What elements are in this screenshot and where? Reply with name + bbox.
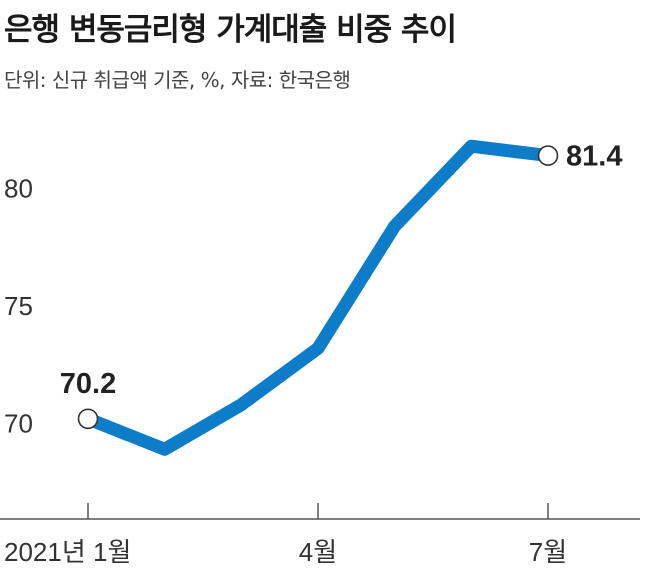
data-point-marker [537, 145, 559, 166]
y-tick-label: 70 [4, 409, 33, 439]
chart-title: 은행 변동금리형 가계대출 비중 추이 [4, 12, 457, 48]
x-tick-label: 2021년 1월 [4, 537, 131, 567]
x-axis-ticks: 2021년 1월 4월 7월 [4, 503, 567, 567]
data-markers [77, 145, 559, 430]
series-line [85, 139, 549, 456]
data-point-marker [77, 408, 99, 430]
y-axis-ticks: 70 75 80 [4, 174, 33, 439]
y-tick-label: 80 [4, 174, 33, 204]
y-tick-label: 75 [4, 291, 33, 321]
chart-subtitle: 단위: 신규 취급액 기준, %, 자료: 한국은행 [4, 68, 351, 92]
x-tick-label: 4월 [299, 537, 337, 567]
data-label: 70.2 [60, 368, 116, 400]
data-label: 81.4 [566, 141, 622, 173]
data-labels: 70.2 81.4 [60, 141, 623, 400]
x-tick-label: 7월 [529, 537, 567, 567]
